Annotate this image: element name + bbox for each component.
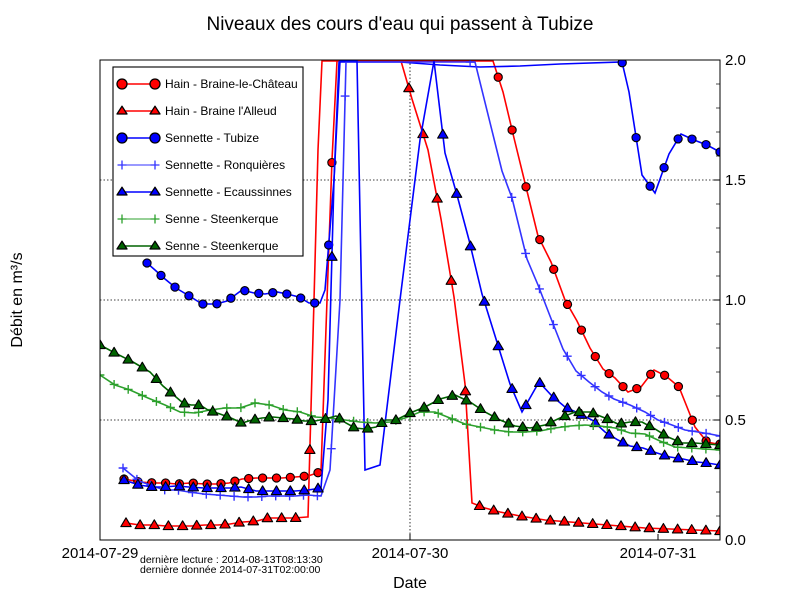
svg-text:2.0: 2.0 — [725, 52, 746, 69]
svg-text:1.0: 1.0 — [725, 292, 746, 309]
svg-text:2014-07-30: 2014-07-30 — [372, 545, 449, 562]
svg-text:Date: Date — [393, 575, 427, 592]
svg-text:2014-07-29: 2014-07-29 — [62, 545, 139, 562]
svg-text:Sennette - Ecaussinnes: Sennette - Ecaussinnes — [165, 185, 292, 199]
svg-text:Senne - Steenkerque: Senne - Steenkerque — [165, 239, 279, 253]
svg-text:Hain - Braine l'Alleud: Hain - Braine l'Alleud — [165, 104, 277, 118]
svg-text:Sennette - Tubize: Sennette - Tubize — [165, 131, 259, 145]
svg-text:dernière donnée 2014-07-31T02: dernière donnée 2014-07-31T02:00:00 — [140, 564, 321, 576]
svg-text:0.5: 0.5 — [725, 412, 746, 429]
svg-text:Hain - Braine-le-Château: Hain - Braine-le-Château — [165, 77, 298, 91]
svg-text:Débit en m³/s: Débit en m³/s — [9, 252, 26, 347]
svg-text:Senne - Steenkerque: Senne - Steenkerque — [165, 212, 279, 226]
svg-text:0.0: 0.0 — [725, 532, 746, 549]
svg-text:1.5: 1.5 — [725, 172, 746, 189]
svg-text:2014-07-31: 2014-07-31 — [620, 545, 697, 562]
svg-text:Sennette - Ronquières: Sennette - Ronquières — [165, 158, 285, 172]
